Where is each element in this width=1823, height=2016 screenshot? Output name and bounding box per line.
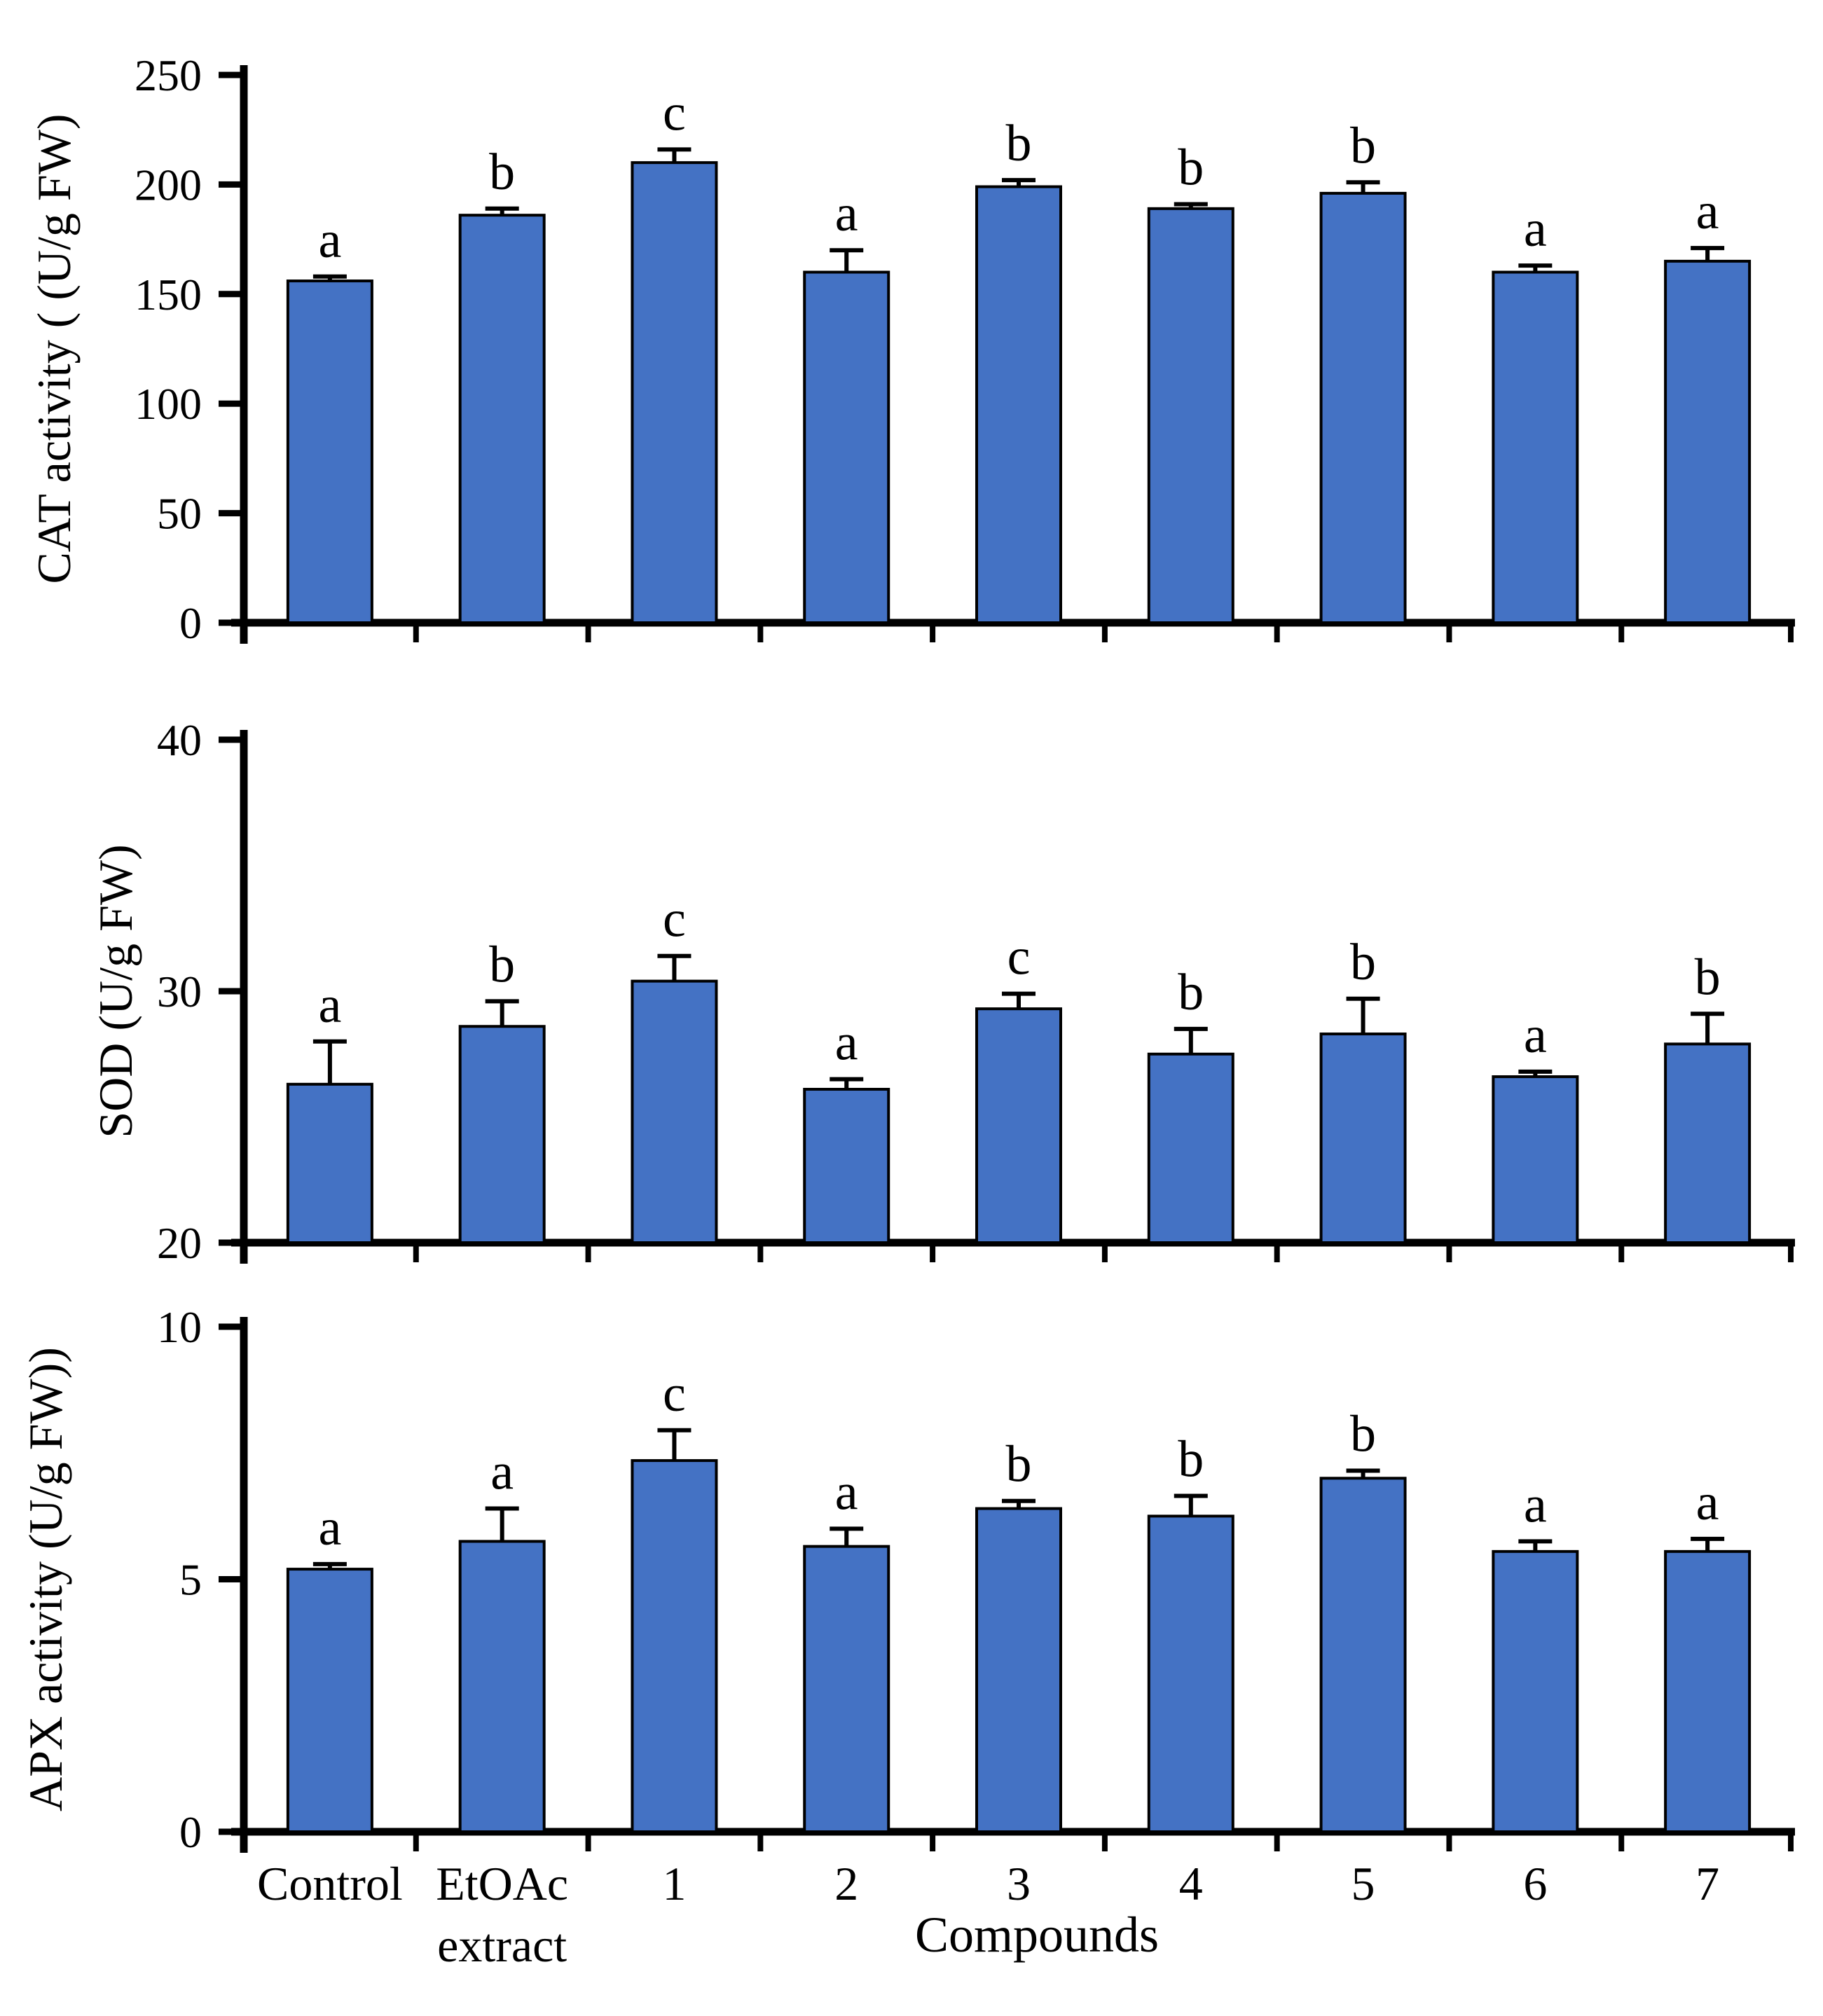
y-tick-label: 0 <box>179 598 202 648</box>
significance-letter: a <box>835 1463 858 1521</box>
x-tick-label: EtOAc <box>436 1857 568 1910</box>
y-tick-label: 30 <box>157 967 202 1016</box>
y-axis-title: CAT activity ( (U/g FW) <box>27 113 81 584</box>
y-tick-label: 200 <box>135 160 202 209</box>
x-tick-label: 3 <box>1007 1857 1031 1910</box>
bar <box>803 1545 890 1833</box>
significance-letter: b <box>1350 1405 1376 1463</box>
bar <box>1319 191 1407 624</box>
x-tick-label: 6 <box>1523 1857 1547 1910</box>
bar <box>975 1507 1062 1834</box>
x-tick-label: Control <box>257 1857 403 1910</box>
significance-letter: b <box>1178 964 1204 1021</box>
y-tick-label: 150 <box>135 270 202 319</box>
bar <box>1147 1514 1234 1833</box>
significance-letter: a <box>318 1499 341 1556</box>
significance-letter: a <box>318 212 341 269</box>
significance-letter: b <box>1006 115 1032 172</box>
x-tick-label: 4 <box>1179 1857 1203 1910</box>
significance-letter: a <box>1524 1476 1547 1533</box>
bar <box>286 1082 373 1244</box>
bar <box>975 185 1062 624</box>
bar <box>458 1540 546 1834</box>
y-tick-label: 250 <box>135 50 202 100</box>
y-tick-label: 20 <box>157 1218 202 1268</box>
significance-letter: a <box>490 1444 514 1501</box>
bar <box>1492 1075 1579 1245</box>
y-axis-title: SOD (U/g FW) <box>89 844 142 1138</box>
bar <box>631 161 718 624</box>
significance-letter: b <box>489 936 515 993</box>
bar <box>1492 1549 1579 1833</box>
significance-letter: a <box>1696 1474 1719 1531</box>
x-tick-label: 1 <box>662 1857 686 1910</box>
significance-letter: a <box>835 185 858 242</box>
significance-letter: b <box>1006 1436 1032 1493</box>
y-tick-label: 5 <box>179 1555 202 1605</box>
y-tick-label: 0 <box>179 1807 202 1857</box>
significance-letter: b <box>1350 117 1376 174</box>
significance-letter: c <box>663 891 686 948</box>
y-tick-label: 50 <box>157 489 202 539</box>
significance-letter: b <box>489 144 515 201</box>
bar <box>1147 207 1234 625</box>
x-axis-title: Compounds <box>915 1907 1159 1963</box>
significance-letter: c <box>663 84 686 141</box>
significance-letter: b <box>1178 1431 1204 1489</box>
bar <box>631 1459 718 1833</box>
bar <box>286 1568 373 1834</box>
significance-letter: a <box>318 976 341 1034</box>
x-tick-label: extract <box>437 1919 567 1972</box>
bar <box>631 979 718 1244</box>
bar <box>458 1025 546 1244</box>
significance-letter: a <box>1524 1007 1547 1064</box>
bar <box>286 279 373 624</box>
bar <box>1664 1042 1752 1244</box>
significance-letter: a <box>1524 200 1547 258</box>
significance-letter: b <box>1178 139 1204 197</box>
bar <box>1492 270 1579 624</box>
bar <box>803 270 890 624</box>
x-tick-label: 2 <box>834 1857 858 1910</box>
significance-letter: a <box>835 1014 858 1072</box>
bar <box>458 214 546 624</box>
bar <box>1319 1477 1407 1834</box>
bar <box>1147 1052 1234 1244</box>
y-tick-label: 10 <box>157 1302 202 1352</box>
bar <box>975 1007 1062 1244</box>
y-tick-label: 40 <box>157 715 202 765</box>
significance-letter: c <box>1007 929 1031 986</box>
significance-letter: b <box>1695 948 1721 1006</box>
y-axis-title: APX activity (U/g FW)) <box>19 1347 72 1811</box>
significance-letter: b <box>1350 934 1376 991</box>
significance-letter: c <box>663 1365 686 1423</box>
bar <box>1664 259 1752 624</box>
bar <box>803 1088 890 1245</box>
bar <box>1664 1549 1752 1833</box>
significance-letter: a <box>1696 183 1719 240</box>
x-tick-label: 5 <box>1351 1857 1375 1910</box>
bar <box>1319 1033 1407 1245</box>
x-tick-label: 7 <box>1695 1857 1719 1910</box>
y-tick-label: 100 <box>135 379 202 429</box>
